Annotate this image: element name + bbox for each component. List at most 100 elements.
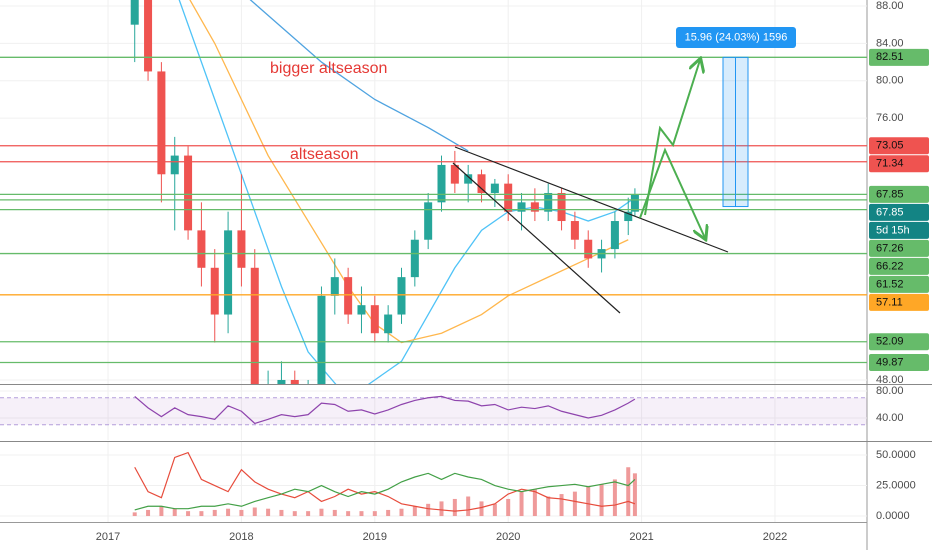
rsi-band xyxy=(0,397,867,425)
x-tick-label: 2020 xyxy=(496,531,520,543)
candle-body xyxy=(290,379,299,384)
projection-arrow xyxy=(644,60,700,216)
x-tick-label: 2021 xyxy=(629,531,653,543)
volume-bar xyxy=(146,509,151,517)
current-price-label: 67.85 xyxy=(876,206,904,218)
candle-body xyxy=(410,239,419,278)
x-tick-label: 2017 xyxy=(96,531,120,543)
level-label-bg xyxy=(869,275,929,293)
volume-bar xyxy=(492,503,497,517)
candle-body xyxy=(624,211,633,222)
candle-body xyxy=(250,267,259,384)
volume-bar xyxy=(159,506,164,517)
volume-bar xyxy=(532,489,537,517)
indicator-pane xyxy=(0,442,867,522)
volume-bar xyxy=(412,506,417,517)
level-label-bg xyxy=(869,293,929,311)
candle-body xyxy=(170,155,179,175)
volume-bar xyxy=(346,511,351,517)
rsi-pane xyxy=(0,385,867,440)
candle-body xyxy=(584,239,593,259)
volume-bar xyxy=(626,467,631,517)
candle-body xyxy=(210,267,219,315)
volume-bar xyxy=(332,509,337,517)
volume-bar xyxy=(599,484,604,517)
candle-body xyxy=(317,295,326,384)
x-tick-label: 2018 xyxy=(229,531,253,543)
candle-body xyxy=(157,71,166,175)
candle-body xyxy=(450,164,459,184)
trendline xyxy=(452,162,621,314)
candle-body xyxy=(544,192,553,212)
level-label-bg xyxy=(869,257,929,275)
drawings: bigger altseason altseason xyxy=(270,60,729,314)
candle-body xyxy=(517,202,526,212)
volume-bar xyxy=(372,511,377,517)
volume-bar xyxy=(586,486,591,517)
candle-body xyxy=(130,0,139,25)
current-price-label-bg xyxy=(869,203,929,221)
candle-body xyxy=(630,194,639,212)
level-label: 71.34 xyxy=(876,158,904,170)
series-line xyxy=(249,0,469,152)
volume-bar xyxy=(172,508,177,517)
candle-body xyxy=(197,230,206,268)
y-tick-label: 25.0000 xyxy=(876,479,916,491)
volume-bar xyxy=(239,509,244,517)
candle-body xyxy=(330,277,339,296)
level-label: 67.85 xyxy=(876,188,904,200)
level-label-bg xyxy=(869,185,929,203)
series-line xyxy=(134,472,636,511)
level-label: 67.26 xyxy=(876,242,904,254)
level-label: 49.87 xyxy=(876,356,904,368)
trendline xyxy=(454,146,729,253)
level-label-bg xyxy=(869,239,929,257)
candle-body xyxy=(277,379,286,384)
volume-bar xyxy=(306,511,311,517)
candle-body xyxy=(610,221,619,250)
y-tick-label: 76.00 xyxy=(876,112,904,124)
y-tick-label: 80.00 xyxy=(876,385,904,397)
annotation: altseason xyxy=(290,146,359,163)
volume-bar xyxy=(319,508,324,517)
volume-bar xyxy=(559,494,564,517)
volume-bar xyxy=(506,498,511,517)
candle-body xyxy=(237,230,246,268)
level-label-bg xyxy=(869,353,929,371)
candle-body xyxy=(530,202,539,212)
y-tick-label: 84.00 xyxy=(876,37,904,49)
level-label: 66.22 xyxy=(876,260,904,272)
level-label-bg xyxy=(869,137,929,155)
candle-body xyxy=(344,277,353,315)
candle-body xyxy=(557,192,566,222)
volume-bar xyxy=(632,473,637,517)
countdown-label-bg xyxy=(869,221,929,239)
volume-bar xyxy=(519,491,524,517)
candle-body xyxy=(144,0,153,72)
volume-bar xyxy=(252,507,257,517)
volume-bar xyxy=(426,503,431,517)
volume-bar xyxy=(266,508,271,517)
measurement-label-bg xyxy=(676,27,796,48)
volume-bar xyxy=(186,511,191,517)
measurement-label: 15.96 (24.03%) 1596 xyxy=(685,31,788,43)
level-label: 82.51 xyxy=(876,51,904,63)
level-label-bg xyxy=(869,48,929,66)
y-tick-label: 88.00 xyxy=(876,0,904,12)
price-pane xyxy=(0,0,867,384)
candle-body xyxy=(224,230,233,315)
volume-bar xyxy=(386,509,391,517)
volume-bar xyxy=(439,501,444,517)
candle-body xyxy=(570,221,579,240)
x-tick-label: 2022 xyxy=(763,531,787,543)
series-line xyxy=(134,451,636,512)
volume-bar xyxy=(279,509,284,517)
level-label: 61.52 xyxy=(876,278,904,290)
level-label: 52.09 xyxy=(876,336,904,348)
candle-body xyxy=(397,277,406,315)
volume-bar xyxy=(399,508,404,517)
y-tick-label: 0.0000 xyxy=(876,510,910,522)
volume-bar xyxy=(466,496,471,517)
volume-bar xyxy=(292,511,297,517)
